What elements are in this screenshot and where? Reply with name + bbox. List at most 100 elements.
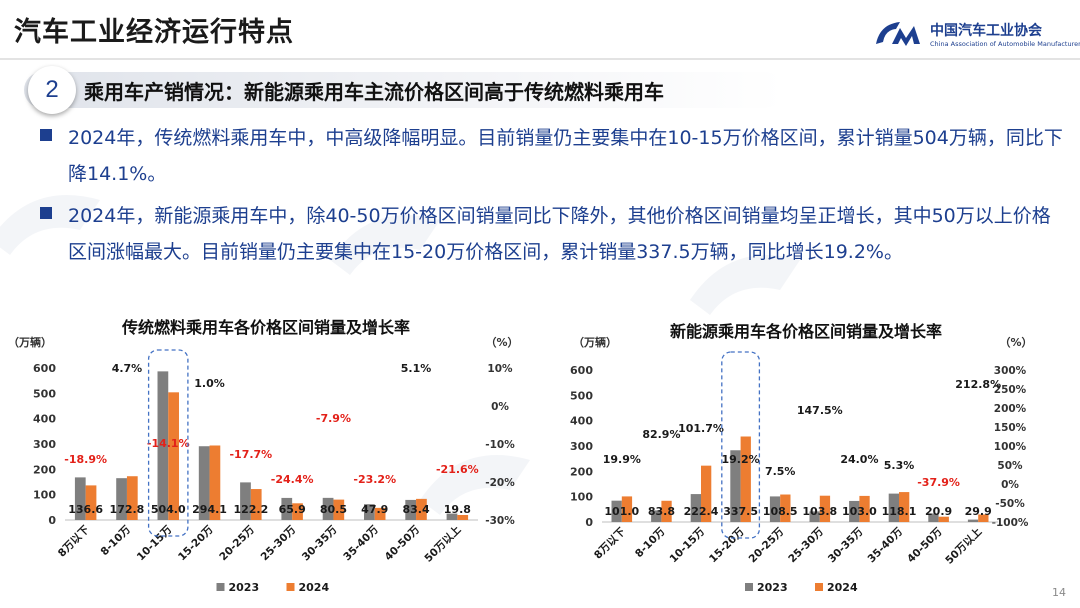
growth-rate-label: 19.9% (603, 453, 641, 466)
y-tick-label: 200 (33, 463, 56, 476)
bar-2023 (446, 513, 458, 520)
highlight-box (721, 351, 761, 539)
y-tick-label: 200 (570, 465, 593, 478)
x-tick-label: 25-30万 (259, 523, 299, 563)
bar-2023 (364, 504, 375, 520)
x-tick-label: 8-10万 (99, 523, 134, 558)
bar-value-label: 118.1 (882, 505, 917, 518)
bar-2024 (740, 436, 751, 522)
x-tick-label: 10-15万 (135, 523, 175, 563)
y-tick-label: 0 (585, 516, 593, 529)
bar-value-label: 83.8 (648, 505, 675, 518)
growth-rate-label: 4.7% (112, 362, 143, 375)
bar-value-label: 294.1 (192, 503, 227, 516)
chart-nev-sales: （万辆） （%） 0 100 200 300 400 500 600 -100% -50% 0% 50%… (570, 335, 1032, 594)
bar-2023 (198, 446, 210, 520)
bar-2024 (780, 494, 791, 522)
bar-value-label: 101.0 (604, 505, 639, 518)
x-tick-label: 15-20万 (176, 523, 216, 563)
y-tick-label: 500 (33, 387, 56, 400)
y-tick-label: 100 (33, 489, 56, 502)
bar-2024 (859, 495, 870, 522)
bar-value-label: 103.0 (842, 505, 877, 518)
bar-value-label: 172.8 (110, 503, 145, 516)
section-number: 2 (28, 66, 76, 114)
chart-ice-sales: （万辆） （%） 0 100 200 300 400 500 600 -30% -20% -10% 0%… (8, 335, 519, 594)
legend-swatch-2024 (815, 583, 823, 591)
chart-title-nev: 新能源乘用车各价格区间销量及增长率 (670, 322, 943, 341)
x-tick-label: 20-25万 (747, 525, 787, 565)
bar-value-label: 108.5 (763, 505, 798, 518)
x-tick-label: 8万以下 (56, 523, 92, 559)
bar-2024 (457, 514, 469, 520)
bar-2023 (74, 477, 86, 520)
bar-value-label: 337.5 (723, 505, 758, 518)
bar-2024 (292, 503, 303, 520)
y-tick-label: 400 (33, 413, 56, 426)
y-axis-unit: （万辆） (573, 335, 617, 349)
y2-tick-label: -20% (485, 477, 515, 489)
legend-label-2023: 2023 (757, 581, 788, 594)
y2-tick-label: -10% (485, 439, 515, 451)
bar-value-label: 20.9 (925, 505, 952, 518)
bar-2024 (978, 514, 989, 522)
bar-2024 (819, 495, 831, 522)
y2-axis-unit: （%） (999, 336, 1032, 349)
x-tick-label: 8万以下 (592, 525, 628, 561)
bullet-square-icon (40, 129, 52, 141)
bullet-item: 2024年，新能源乘用车中，除40-50万价格区间销量同比下降外，其他价格区间销… (40, 198, 1070, 306)
x-tick-label: 35-40万 (865, 525, 905, 565)
bar-2024 (899, 492, 910, 522)
bar-2023 (157, 371, 169, 520)
bar-2024 (333, 499, 345, 520)
bar-2023 (888, 493, 899, 522)
bar-value-label: 122.2 (233, 503, 268, 516)
legend-label-2024: 2024 (299, 581, 330, 594)
growth-rate-label: 19.2% (722, 453, 760, 466)
growth-rate-label: -21.6% (436, 463, 479, 476)
growth-rate-label: 1.0% (194, 377, 225, 390)
y2-tick-label: 250% (994, 384, 1027, 396)
legend-swatch-2023 (745, 583, 753, 591)
legend-label-2023: 2023 (229, 581, 260, 594)
x-tick-label: 50万以上 (422, 523, 464, 565)
bar-value-label: 83.4 (402, 503, 429, 516)
legend-label-2024: 2024 (827, 581, 858, 594)
y2-tick-label: 200% (994, 403, 1027, 415)
y2-tick-label: -50% (995, 498, 1025, 510)
y2-tick-label: 10% (487, 363, 513, 375)
bar-2023 (611, 500, 622, 522)
y2-tick-label: 150% (994, 422, 1027, 434)
y2-axis-unit: （%） (485, 336, 518, 349)
bar-value-label: 504.0 (151, 503, 186, 516)
bar-2024 (416, 498, 427, 520)
growth-rate-label: 7.5% (765, 465, 796, 478)
y-tick-label: 300 (570, 440, 593, 453)
y-tick-label: 100 (570, 491, 593, 504)
section-band (24, 72, 784, 108)
growth-rate-label: -24.4% (271, 473, 314, 486)
growth-rate-label: 24.0% (840, 453, 878, 466)
growth-rate-label: 5.3% (884, 459, 915, 472)
bullet-square-icon (40, 207, 52, 219)
bar-2024 (168, 392, 179, 520)
growth-rate-label: 101.7% (678, 422, 724, 435)
page-title: 汽车工业经济运行特点 (14, 17, 294, 48)
chart-title-ice: 传统燃料乘用车各价格区间销量及增长率 (122, 318, 411, 337)
bar-2024 (701, 465, 712, 522)
y-tick-label: 300 (33, 438, 56, 451)
x-tick-label: 25-30万 (786, 525, 826, 565)
bar-2023 (849, 500, 860, 522)
bullet-item: 2024年，传统燃料乘用车中，中高级降幅明显。目前销量仍主要集中在10-15万价… (40, 120, 1070, 192)
x-tick-label: 30-35万 (300, 523, 340, 563)
bar-2023 (967, 519, 979, 522)
y2-tick-label: 100% (994, 441, 1027, 453)
bar-value-label: 136.6 (68, 503, 103, 516)
bar-value-label: 103.8 (802, 505, 837, 518)
x-tick-label: 30-35万 (826, 525, 866, 565)
bar-2024 (250, 489, 262, 520)
growth-rate-label: -23.2% (353, 473, 396, 486)
header-divider (0, 58, 1080, 60)
legend-swatch-2024 (286, 583, 295, 591)
bar-2023 (690, 494, 701, 522)
